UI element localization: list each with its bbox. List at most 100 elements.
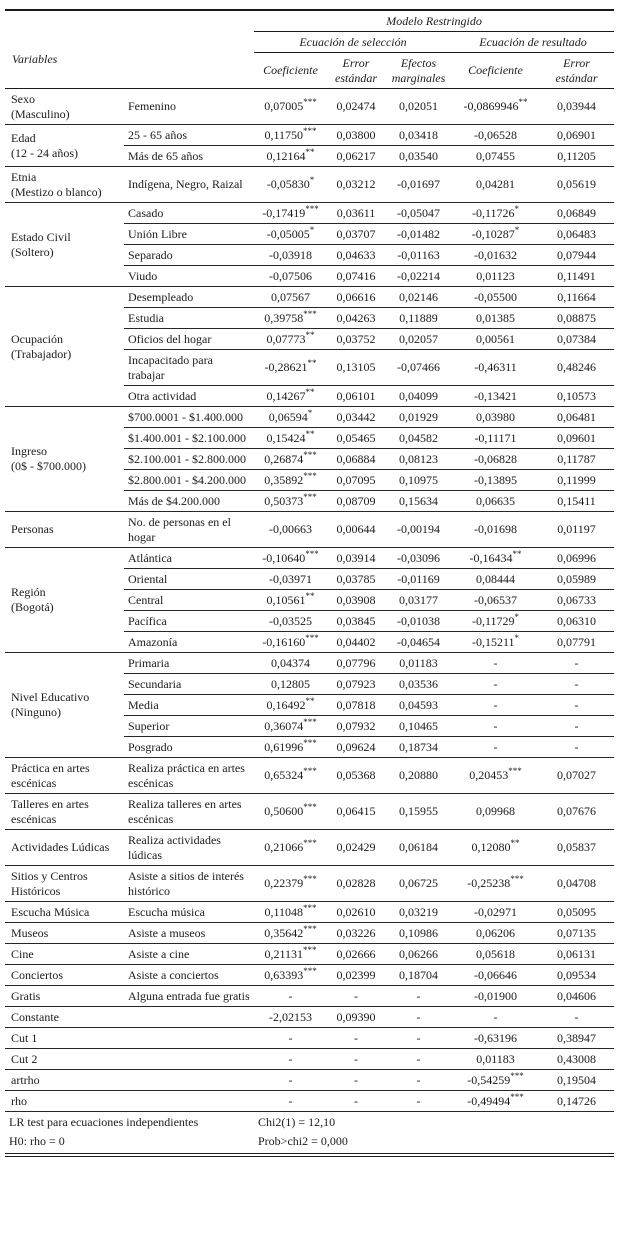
variable-group-label: Personas (5, 511, 124, 548)
significance-stars: *** (305, 203, 319, 214)
variable-sub-label: Asiste a sitios de interés histórico (124, 865, 254, 902)
value-cell: 0,07416 (327, 265, 385, 287)
table-row: Cine Asiste a cine 0,21131*** 0,02666 0,0626… (5, 943, 615, 965)
value-cell: -2,02153 (254, 1006, 327, 1028)
value-cell: 0,07944 (539, 244, 615, 266)
table-row: Otra actividad 0,14267** 0,06101 0,04099 -0,… (5, 385, 615, 407)
value-cell: 0,02051 (385, 88, 452, 125)
value-cell: - (327, 985, 385, 1007)
value-cell: 0,02146 (385, 286, 452, 308)
value-cell: 0,03611 (327, 202, 385, 224)
value-cell: 0,03785 (327, 568, 385, 590)
significance-stars: ** (305, 428, 315, 439)
variable-sub-label: No. de personas en el hogar (124, 511, 254, 548)
value-cell: -0,03525 (254, 610, 327, 632)
value-cell: 0,03914 (327, 547, 385, 569)
value-cell: 0,21066*** (254, 829, 327, 866)
value-cell: 0,10986 (385, 922, 452, 944)
significance-stars: *** (303, 125, 317, 136)
value-cell: 0,15424** (254, 427, 327, 449)
value-cell: -0,25238*** (452, 865, 539, 902)
value-cell: 0,36074*** (254, 715, 327, 737)
significance-stars: ** (518, 97, 528, 107)
significance-stars: *** (303, 923, 317, 934)
value-cell: -0,05005* (254, 223, 327, 245)
table-row: Personas No. de personas en el hogar -0,00… (5, 511, 615, 548)
value-cell: 0,02429 (327, 829, 385, 866)
value-cell: 0,05465 (327, 427, 385, 449)
value-cell: 0,07027 (539, 757, 615, 794)
value-cell: 0,13105 (327, 349, 385, 386)
header-row-columns: Coeficiente Error estándar Efectos margi… (5, 52, 615, 89)
value-cell: 0,06635 (452, 490, 539, 512)
value-cell: 0,15955 (385, 793, 452, 830)
variable-group-label: Gratis (5, 985, 124, 1007)
value-cell: 0,11999 (539, 469, 615, 491)
value-cell: -0,10640*** (254, 547, 327, 569)
value-cell: -0,13895 (452, 469, 539, 491)
table-row: $2.100.001 - $2.800.000 0,26874*** 0,06884… (5, 448, 615, 470)
value-cell: 0,07932 (327, 715, 385, 737)
table-row: Etnia (Mestizo o blanco) Indígena, Negro,… (5, 166, 615, 203)
variable-sub-label: $2.100.001 - $2.800.000 (124, 448, 254, 470)
variable-group-label: Actividades Lúdicas (5, 829, 124, 866)
value-cell: -0,07466 (385, 349, 452, 386)
value-cell: - (452, 736, 539, 758)
variable-sub-label: Oficios del hogar (124, 328, 254, 350)
value-cell: - (327, 1069, 385, 1091)
value-cell: -0,17419*** (254, 202, 327, 224)
value-cell: 0,06217 (327, 145, 385, 167)
value-cell: 0,07567 (254, 286, 327, 308)
value-cell: -0,01632 (452, 244, 539, 266)
value-cell: -0,01169 (385, 568, 452, 590)
value-cell: 0,06131 (539, 943, 615, 965)
header-row-model: Modelo Restringido (5, 10, 615, 32)
variable-sub-label (124, 1069, 254, 1091)
value-cell: 0,02828 (327, 865, 385, 902)
table-row: Secundaria 0,12805 0,07923 0,03536- - (5, 673, 615, 695)
value-cell: 0,04593 (385, 694, 452, 716)
table-header: Modelo Restringido Variables Ecuación de… (5, 10, 615, 89)
value-cell: 0,20453*** (452, 757, 539, 794)
value-cell: 0,08123 (385, 448, 452, 470)
value-cell: 0,05618 (452, 943, 539, 965)
value-cell: 0,03540 (385, 145, 452, 167)
variable-sub-label: Realiza actividades lúdicas (124, 829, 254, 866)
significance-stars: ** (305, 146, 315, 157)
table-row: Actividades Lúdicas Realiza actividades l… (5, 829, 615, 866)
significance-stars: *** (510, 1091, 524, 1102)
value-cell: -0,03918 (254, 244, 327, 266)
significance-stars: * (309, 175, 315, 185)
variable-group-label: Práctica en artes escénicas (5, 757, 124, 794)
variables-header: Variables (5, 31, 254, 89)
value-cell: 0,11664 (539, 286, 615, 308)
value-cell: -0,01163 (385, 244, 452, 266)
variable-group-label: Cut 1 (5, 1027, 124, 1049)
significance-stars: *** (303, 491, 317, 502)
variable-sub-label: Asiste a conciertos (124, 964, 254, 986)
variable-group-label: Talleres en artes escénicas (5, 793, 124, 830)
variable-sub-label: Escucha música (124, 901, 254, 923)
value-cell: - (327, 1048, 385, 1070)
value-cell: -0,06828 (452, 448, 539, 470)
value-cell: 0,06901 (539, 124, 615, 146)
table-row: $1.400.001 - $2.100.000 0,15424** 0,05465 0… (5, 427, 615, 449)
value-cell: 0,03707 (327, 223, 385, 245)
variable-group-label: Museos (5, 922, 124, 944)
table-row: Central 0,10561** 0,03908 0,03177 -0,06537 0,… (5, 589, 615, 611)
variable-group-label: Escucha Música (5, 901, 124, 923)
value-cell: 0,06481 (539, 406, 615, 428)
value-cell: 0,06483 (539, 223, 615, 245)
variable-sub-label: Secundaria (124, 673, 254, 695)
significance-stars: *** (510, 1070, 524, 1081)
variable-sub-label (124, 1090, 254, 1112)
table-row: Unión Libre -0,05005* 0,03707 -0,01482 -0,10… (5, 223, 615, 245)
value-cell: 0,22379*** (254, 865, 327, 902)
value-cell: 0,06725 (385, 865, 452, 902)
value-cell: 0,61996*** (254, 736, 327, 758)
value-cell: -0,06646 (452, 964, 539, 986)
value-cell: 0,06733 (539, 589, 615, 611)
significance-stars: ** (305, 329, 315, 340)
variable-group-label: Cine (5, 943, 124, 965)
significance-stars: *** (303, 97, 317, 107)
